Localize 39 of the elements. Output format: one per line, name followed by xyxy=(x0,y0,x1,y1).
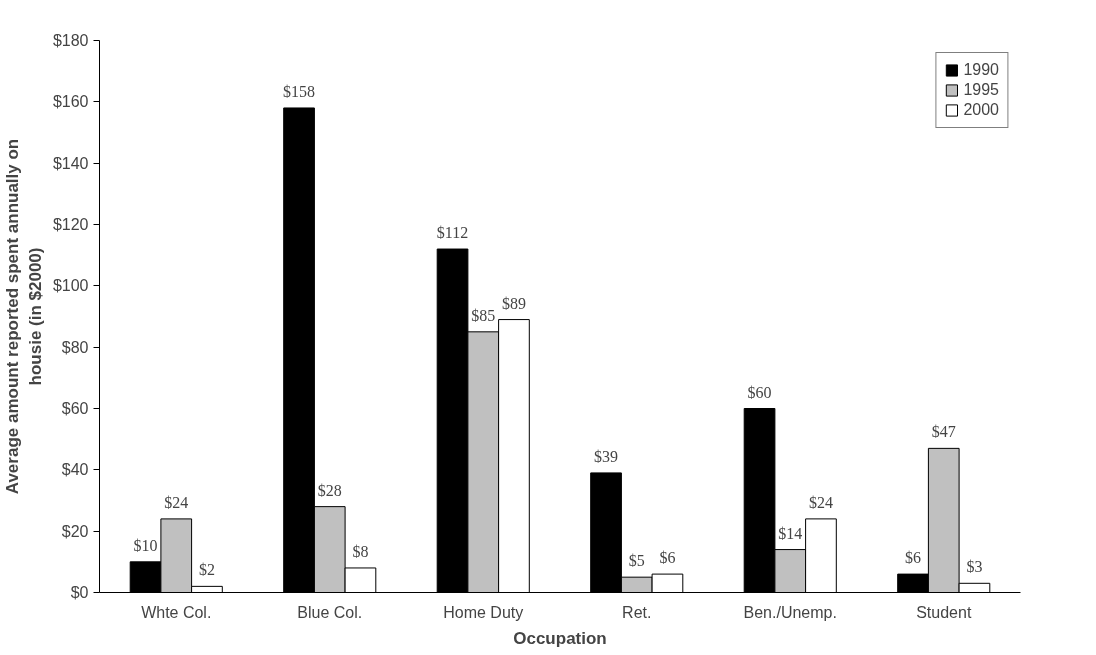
data-label: $3 xyxy=(966,558,983,576)
y-tick-label: $160 xyxy=(52,93,89,111)
data-label: $5 xyxy=(628,552,645,570)
legend-label: 2000 xyxy=(963,101,999,119)
legend-label: 1990 xyxy=(963,61,999,79)
data-label: $6 xyxy=(905,549,922,567)
y-tick-label: $180 xyxy=(52,32,89,49)
x-tick-label: Blue Col. xyxy=(297,603,363,621)
y-tick-label: $80 xyxy=(61,338,89,356)
data-label: $2 xyxy=(198,561,215,579)
y-tick-label: $20 xyxy=(61,522,89,540)
data-label: $39 xyxy=(594,447,619,465)
x-tick-label: Student xyxy=(916,603,972,621)
data-label: $158 xyxy=(283,82,316,100)
y-tick-label: $0 xyxy=(70,584,89,601)
y-tick-label: $100 xyxy=(52,277,89,295)
data-label: $89 xyxy=(501,294,526,312)
data-label: $112 xyxy=(436,224,469,242)
data-label: $47 xyxy=(931,423,956,441)
y-tick-label: $60 xyxy=(61,400,89,417)
x-tick-label: Home Duty xyxy=(443,603,524,621)
y-tick-label: $140 xyxy=(52,154,89,172)
data-label: $8 xyxy=(352,542,369,560)
x-tick-label: Ben./Unemp. xyxy=(743,603,837,621)
data-label: $6 xyxy=(659,549,676,567)
y-tick-label: $120 xyxy=(52,216,89,233)
legend-label: 1995 xyxy=(963,81,999,99)
data-label: $60 xyxy=(747,383,772,401)
x-tick-label: Ret. xyxy=(622,603,652,621)
y-axis-title: Average amount reported spent annually on housie (in $2000) xyxy=(3,138,45,495)
x-axis-title: Occupation xyxy=(513,628,607,648)
x-tick-label: Whte Col. xyxy=(141,603,212,621)
data-label: $10 xyxy=(133,536,158,554)
data-label: $24 xyxy=(808,493,833,511)
y-tick-label: $40 xyxy=(61,461,89,479)
data-label: $24 xyxy=(164,493,189,511)
data-label: $85 xyxy=(471,306,496,324)
data-label: $28 xyxy=(317,481,342,499)
data-label: $14 xyxy=(778,524,803,542)
